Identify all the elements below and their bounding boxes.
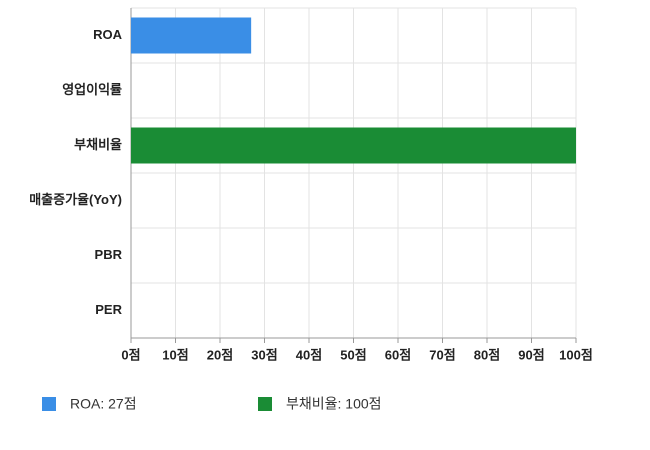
bar (131, 17, 252, 54)
y-tick-label: 영업이익률 (62, 82, 122, 97)
legend-label: 부채비율: 100점 (286, 396, 382, 412)
y-tick-label: PER (95, 302, 122, 317)
x-tick-label: 80점 (474, 347, 500, 362)
x-tick-label: 90점 (518, 347, 544, 362)
bar (131, 127, 576, 164)
x-tick-label: 40점 (296, 347, 322, 362)
y-tick-label: 부채비율 (74, 137, 122, 152)
legend-swatch (42, 397, 56, 411)
x-tick-label: 50점 (340, 347, 366, 362)
x-tick-label: 70점 (429, 347, 455, 362)
x-tick-label: 10점 (162, 347, 188, 362)
y-tick-label: 매출증가율(YoY) (29, 192, 122, 207)
legend-swatch (258, 397, 272, 411)
x-tick-label: 0점 (121, 347, 140, 362)
y-tick-label: ROA (93, 27, 123, 42)
x-tick-label: 60점 (385, 347, 411, 362)
y-tick-label: PBR (95, 247, 123, 262)
x-tick-label: 100점 (559, 347, 593, 362)
x-tick-label: 20점 (207, 347, 233, 362)
legend-label: ROA: 27점 (70, 396, 137, 412)
x-tick-label: 30점 (251, 347, 277, 362)
